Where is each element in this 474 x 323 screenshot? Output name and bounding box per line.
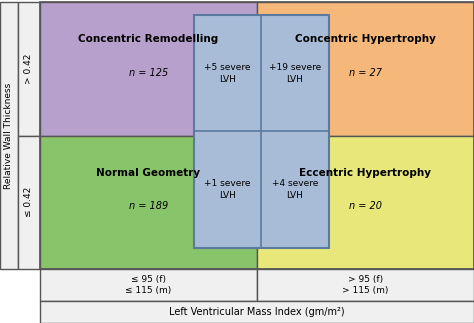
- Text: > 95 (f)
> 115 (m): > 95 (f) > 115 (m): [342, 275, 389, 296]
- Bar: [194, 16, 328, 248]
- Bar: [40, 2, 474, 269]
- Text: Normal Geometry: Normal Geometry: [96, 168, 201, 178]
- Text: ≤ 0.42: ≤ 0.42: [25, 187, 34, 217]
- Bar: [40, 2, 257, 136]
- Text: Relative Wall Thickness: Relative Wall Thickness: [4, 82, 13, 189]
- Text: ≤ 95 (f)
≤ 115 (m): ≤ 95 (f) ≤ 115 (m): [126, 275, 172, 296]
- Text: +4 severe
LVH: +4 severe LVH: [272, 179, 318, 200]
- Text: Left Ventricular Mass Index (gm/m²): Left Ventricular Mass Index (gm/m²): [169, 307, 345, 317]
- Bar: [257, 269, 474, 301]
- Text: Concentric Remodelling: Concentric Remodelling: [78, 34, 219, 44]
- Text: > 0.42: > 0.42: [25, 54, 34, 84]
- Bar: [257, 2, 474, 136]
- Text: n = 20: n = 20: [349, 201, 382, 211]
- Text: n = 189: n = 189: [129, 201, 168, 211]
- Text: n = 27: n = 27: [349, 68, 382, 78]
- Text: +1 severe
LVH: +1 severe LVH: [204, 179, 251, 200]
- Bar: [257, 136, 474, 269]
- Text: +19 severe
LVH: +19 severe LVH: [269, 63, 321, 84]
- Bar: [40, 136, 257, 269]
- Bar: [18, 136, 40, 269]
- Bar: [40, 301, 474, 323]
- Text: n = 125: n = 125: [129, 68, 168, 78]
- Text: Eccentric Hypertrophy: Eccentric Hypertrophy: [300, 168, 431, 178]
- Bar: [0, 2, 18, 269]
- Bar: [18, 2, 40, 136]
- Text: +5 severe
LVH: +5 severe LVH: [204, 63, 251, 84]
- Bar: [40, 269, 257, 301]
- Text: Concentric Hypertrophy: Concentric Hypertrophy: [295, 34, 436, 44]
